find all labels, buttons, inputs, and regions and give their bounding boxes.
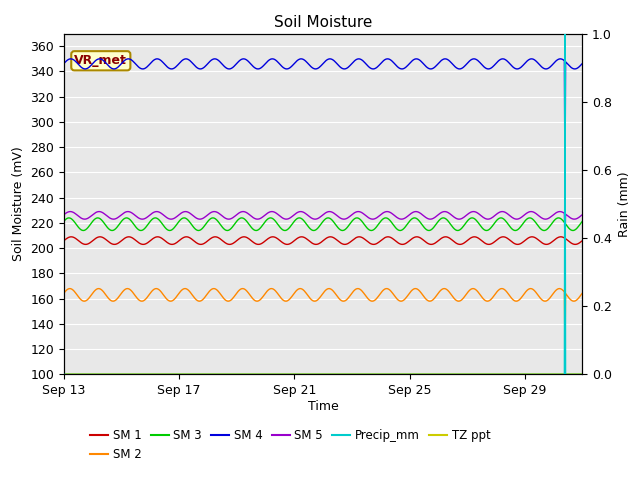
Y-axis label: Rain (mm): Rain (mm): [618, 171, 630, 237]
TZ ppt: [479, 372, 486, 377]
Legend: SM 1, SM 2, SM 3, SM 4, SM 5, Precip_mm, TZ ppt: SM 1, SM 2, SM 3, SM 4, SM 5, Precip_mm,…: [86, 425, 495, 466]
SM 4: [182, 56, 190, 62]
SM 4: [79, 65, 86, 71]
SM 3: [183, 216, 191, 222]
SM 5: [297, 209, 305, 215]
SM 5: [182, 209, 190, 215]
SM 2: [182, 286, 190, 291]
TZ ppt: [249, 372, 257, 377]
SM 3: [579, 218, 586, 224]
SM 2: [79, 298, 86, 304]
SM 3: [79, 228, 86, 233]
SM 5: [60, 212, 68, 217]
SM 1: [79, 241, 87, 247]
SM 2: [276, 294, 284, 300]
SM 1: [182, 234, 190, 240]
SM 3: [278, 226, 285, 232]
Title: Soil Moisture: Soil Moisture: [274, 15, 372, 30]
SM 5: [355, 209, 362, 215]
Line: SM 2: SM 2: [64, 288, 582, 358]
SM 3: [60, 218, 68, 224]
Y-axis label: Soil Moisture (mV): Soil Moisture (mV): [12, 146, 25, 262]
Precip_mm: [561, 31, 569, 36]
Precip_mm: [354, 372, 362, 377]
SM 5: [79, 216, 86, 222]
Text: VR_met: VR_met: [74, 54, 127, 67]
SM 1: [60, 238, 68, 243]
SM 3: [355, 216, 363, 221]
SM 1: [579, 238, 586, 243]
SM 4: [579, 60, 586, 66]
SM 3: [152, 215, 159, 221]
Precip_mm: [79, 372, 86, 377]
SM 2: [60, 290, 68, 296]
Line: SM 1: SM 1: [64, 237, 582, 244]
Line: SM 3: SM 3: [64, 218, 582, 230]
SM 1: [572, 241, 579, 247]
SM 4: [277, 62, 285, 68]
X-axis label: Time: Time: [308, 400, 339, 413]
TZ ppt: [276, 372, 284, 377]
SM 1: [250, 240, 257, 245]
Precip_mm: [276, 372, 284, 377]
Precip_mm: [60, 372, 68, 377]
Line: SM 5: SM 5: [64, 212, 582, 242]
TZ ppt: [354, 372, 362, 377]
SM 5: [276, 214, 284, 219]
SM 2: [354, 286, 362, 291]
SM 1: [355, 234, 362, 240]
Precip_mm: [249, 372, 257, 377]
SM 4: [561, 191, 569, 197]
TZ ppt: [182, 372, 190, 377]
Precip_mm: [579, 372, 586, 377]
SM 1: [277, 239, 285, 244]
TZ ppt: [579, 372, 586, 377]
SM 5: [479, 215, 487, 220]
SM 5: [561, 239, 569, 245]
SM 4: [250, 64, 257, 70]
SM 4: [355, 56, 362, 62]
SM 2: [440, 286, 448, 291]
Precip_mm: [182, 372, 190, 377]
SM 2: [249, 296, 257, 301]
SM 4: [182, 56, 190, 62]
SM 3: [250, 227, 258, 233]
SM 4: [60, 60, 68, 66]
SM 5: [579, 212, 586, 217]
TZ ppt: [79, 372, 86, 377]
SM 2: [479, 296, 487, 301]
SM 1: [67, 234, 75, 240]
TZ ppt: [60, 372, 68, 377]
SM 2: [561, 355, 569, 361]
SM 5: [249, 215, 257, 220]
SM 3: [480, 227, 488, 232]
Line: SM 4: SM 4: [64, 59, 582, 194]
SM 1: [479, 239, 487, 245]
Line: Precip_mm: Precip_mm: [64, 34, 582, 374]
SM 3: [166, 228, 173, 233]
Precip_mm: [479, 372, 486, 377]
SM 2: [579, 290, 586, 296]
SM 4: [479, 63, 487, 69]
